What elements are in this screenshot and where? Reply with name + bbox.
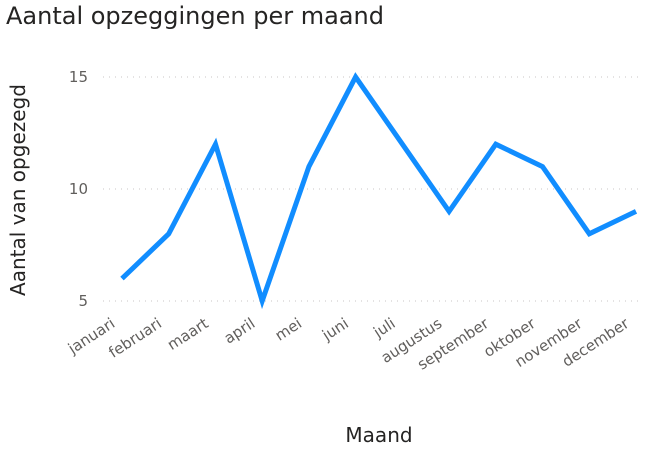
data-point-februari[interactable] — [166, 231, 171, 236]
data-point-augustus[interactable] — [447, 209, 452, 214]
y-tick-label: 15 — [69, 68, 88, 86]
data-point-maart[interactable] — [213, 142, 218, 147]
data-point-april[interactable] — [260, 299, 265, 304]
series-line-0 — [120, 72, 638, 310]
data-point-december[interactable] — [634, 209, 639, 214]
y-axis-title: Aantal van opgezegd — [6, 84, 30, 296]
data-point-november[interactable] — [587, 231, 592, 236]
data-point-mei[interactable] — [306, 164, 311, 169]
x-tick-label: maart — [164, 314, 212, 354]
x-tick-label: april — [221, 314, 259, 347]
series-layer — [120, 72, 639, 310]
data-point-juni[interactable] — [353, 75, 358, 80]
x-tick-label: februari — [105, 314, 164, 361]
data-point-september[interactable] — [493, 142, 498, 147]
data-point-juli[interactable] — [400, 142, 405, 147]
y-axis-ticks: 5 10 15 — [69, 68, 88, 310]
data-point-januari[interactable] — [120, 276, 125, 281]
y-tick-label: 5 — [78, 292, 88, 310]
x-tick-label: juli — [369, 314, 398, 342]
x-tick-label: mei — [272, 314, 305, 344]
x-tick-label: juni — [318, 314, 352, 345]
y-tick-label: 10 — [69, 180, 88, 198]
chart-title: Aantal opzeggingen per maand — [6, 2, 384, 30]
data-point-oktober[interactable] — [540, 164, 545, 169]
x-axis-title: Maand — [345, 423, 412, 447]
